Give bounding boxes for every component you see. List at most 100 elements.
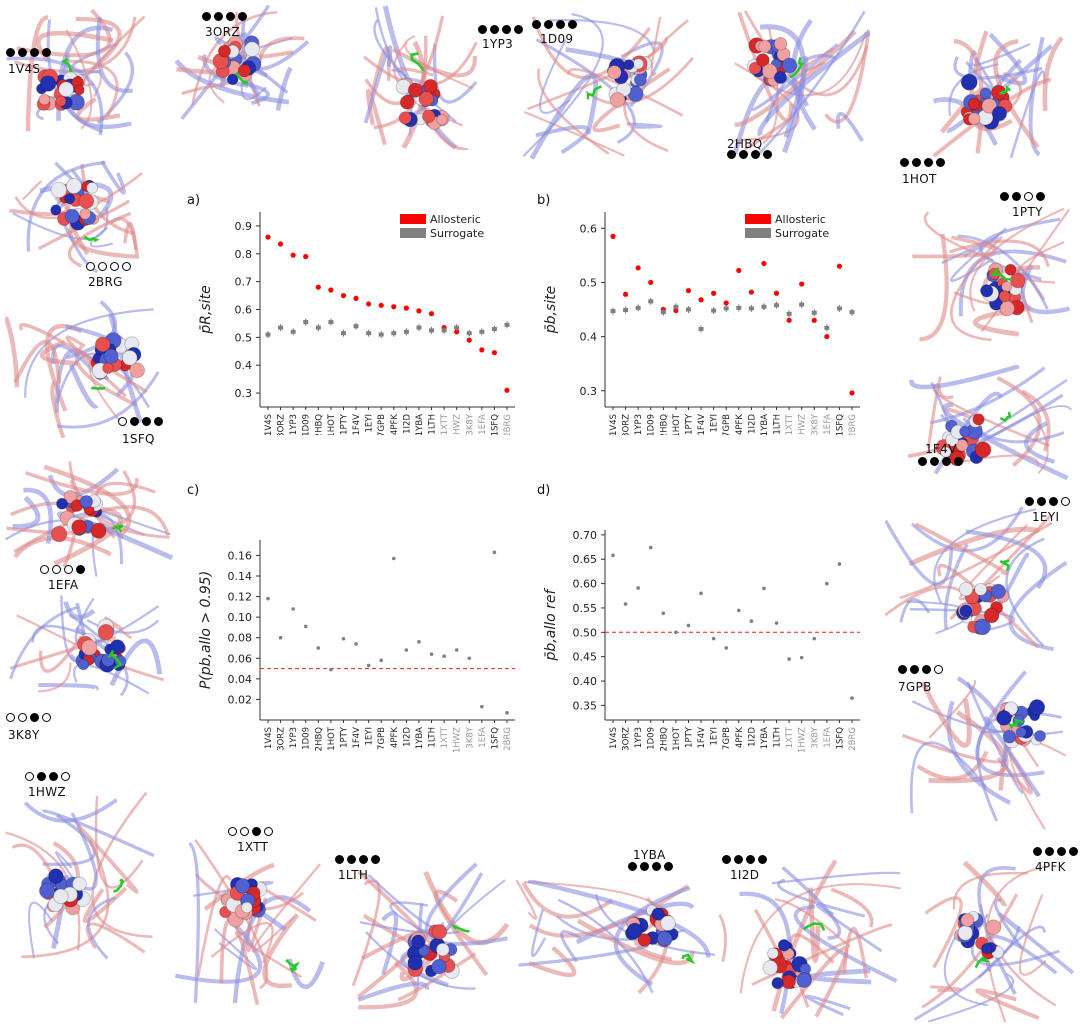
allosteric-point <box>340 292 347 299</box>
surrogate-point <box>761 304 767 309</box>
x-tick-label: 1EFA <box>823 414 833 435</box>
panel-label: b) <box>537 193 550 208</box>
surrogate-point <box>824 325 830 330</box>
surrogate-point <box>491 327 497 331</box>
surrogate-point <box>774 303 780 308</box>
protein-label-1i2d: 1I2D <box>730 868 760 882</box>
y-tick-label: 0.8 <box>235 248 253 261</box>
allosteric-point <box>610 233 616 239</box>
open-dot-icon <box>118 417 127 426</box>
x-tick-label: 4PFK <box>735 414 745 435</box>
x-tick-label: 1YBA <box>760 727 770 749</box>
open-dot-icon <box>52 565 61 574</box>
x-tick-label: 3ORZ <box>622 414 632 435</box>
y-tick-label: 0.5 <box>580 276 598 289</box>
protein-structure-1eyi <box>885 506 1068 652</box>
protein-indicator-dots-1xtt <box>228 827 273 836</box>
filled-dot-icon <box>664 862 673 871</box>
filled-dot-icon <box>746 855 755 864</box>
x-tick-label: 3K8Y <box>810 726 820 748</box>
y-tick-label: 0.10 <box>228 611 253 624</box>
x-tick-label: 3ORZ <box>277 727 287 751</box>
x-tick-label: 1D09 <box>647 727 657 750</box>
allosteric-point <box>761 260 767 267</box>
x-tick-label: 4PFK <box>390 414 400 435</box>
protein-indicator-dots-1sfq <box>118 417 163 426</box>
allosteric-point <box>290 252 296 258</box>
surrogate-point <box>454 325 460 330</box>
data-point <box>711 636 716 641</box>
panel-label: a) <box>187 193 200 208</box>
surrogate-point <box>685 307 691 312</box>
protein-structure-1yp3 <box>363 5 478 150</box>
allosteric-point <box>811 317 817 323</box>
x-tick-label: 1I2D <box>747 727 757 747</box>
allosteric-point <box>836 263 843 269</box>
allosteric-point <box>723 300 729 306</box>
y-axis-label: p̄b,allo ref <box>543 587 559 661</box>
filled-dot-icon <box>226 12 235 21</box>
protein-indicator-dots-2hbq <box>727 150 772 159</box>
allosteric-point <box>265 234 271 240</box>
open-dot-icon <box>6 713 15 722</box>
data-point <box>429 652 434 656</box>
surrogate-point <box>723 306 729 311</box>
filled-dot-icon <box>1033 847 1042 856</box>
data-point <box>674 630 678 635</box>
legend-entry: Surrogate <box>430 227 484 240</box>
protein-label-1pty: 1PTY <box>1012 205 1043 219</box>
x-tick-label: 1XTT <box>785 413 795 435</box>
allosteric-point <box>391 304 397 310</box>
x-tick-label: 1EYI <box>365 414 375 432</box>
open-dot-icon <box>122 262 131 271</box>
surrogate-point <box>660 310 666 315</box>
surrogate-point <box>290 329 296 334</box>
data-point <box>354 642 358 646</box>
protein-indicator-dots-2brg <box>86 262 131 271</box>
open-dot-icon <box>64 565 73 574</box>
filled-dot-icon <box>1025 497 1034 506</box>
filled-dot-icon <box>734 855 743 864</box>
x-tick-label: 7GPB <box>722 727 732 750</box>
open-dot-icon <box>228 827 237 836</box>
x-tick-label: 1D09 <box>647 414 657 435</box>
filled-dot-icon <box>514 25 523 34</box>
allosteric-point <box>773 290 780 296</box>
allosteric-point <box>428 311 435 317</box>
protein-structure-2hbq <box>732 10 870 158</box>
x-tick-label: 1HOT <box>672 413 682 435</box>
allosteric-point <box>504 387 510 393</box>
protein-indicator-dots-1hot <box>900 158 945 167</box>
protein-label-7gpb: 7GPB <box>898 680 932 694</box>
allosteric-point <box>673 307 679 314</box>
protein-label-1v4s: 1V4S <box>8 62 41 76</box>
surrogate-point <box>849 310 855 315</box>
filled-dot-icon <box>347 855 356 864</box>
x-tick-label: 1V4S <box>264 414 274 435</box>
legend-swatch <box>745 214 771 224</box>
open-dot-icon <box>86 262 95 271</box>
filled-dot-icon <box>544 20 553 29</box>
panel-c-chart: c) 0.02 0.04 0.06 0.08 0.10 0.12 0.14 0.16 P(pb,a… <box>187 483 515 753</box>
filled-dot-icon <box>214 12 223 21</box>
protein-label-1d09: 1D09 <box>540 32 574 46</box>
open-dot-icon <box>61 772 70 781</box>
filled-dot-icon <box>30 48 39 57</box>
y-tick-label: 0.5 <box>235 331 253 344</box>
data-point <box>480 704 484 709</box>
filled-dot-icon <box>936 158 945 167</box>
protein-label-1hot: 1HOT <box>902 172 937 186</box>
x-tick-label: 1HOT <box>672 726 682 750</box>
y-tick-label: 0.02 <box>228 693 253 706</box>
surrogate-point <box>698 327 704 331</box>
protein-structure-1efa <box>5 461 174 577</box>
protein-structure-1sfq <box>5 300 160 439</box>
x-tick-label: 1PTY <box>339 726 349 748</box>
filled-dot-icon <box>1069 847 1078 856</box>
x-tick-label: 1F4V <box>697 414 707 435</box>
protein-structure-1pty <box>912 207 1070 342</box>
protein-label-2brg: 2BRG <box>88 275 123 289</box>
legend-swatch <box>400 228 426 238</box>
x-tick-label: 1I2D <box>402 727 412 747</box>
y-axis-label: p̄b,site <box>543 286 559 335</box>
